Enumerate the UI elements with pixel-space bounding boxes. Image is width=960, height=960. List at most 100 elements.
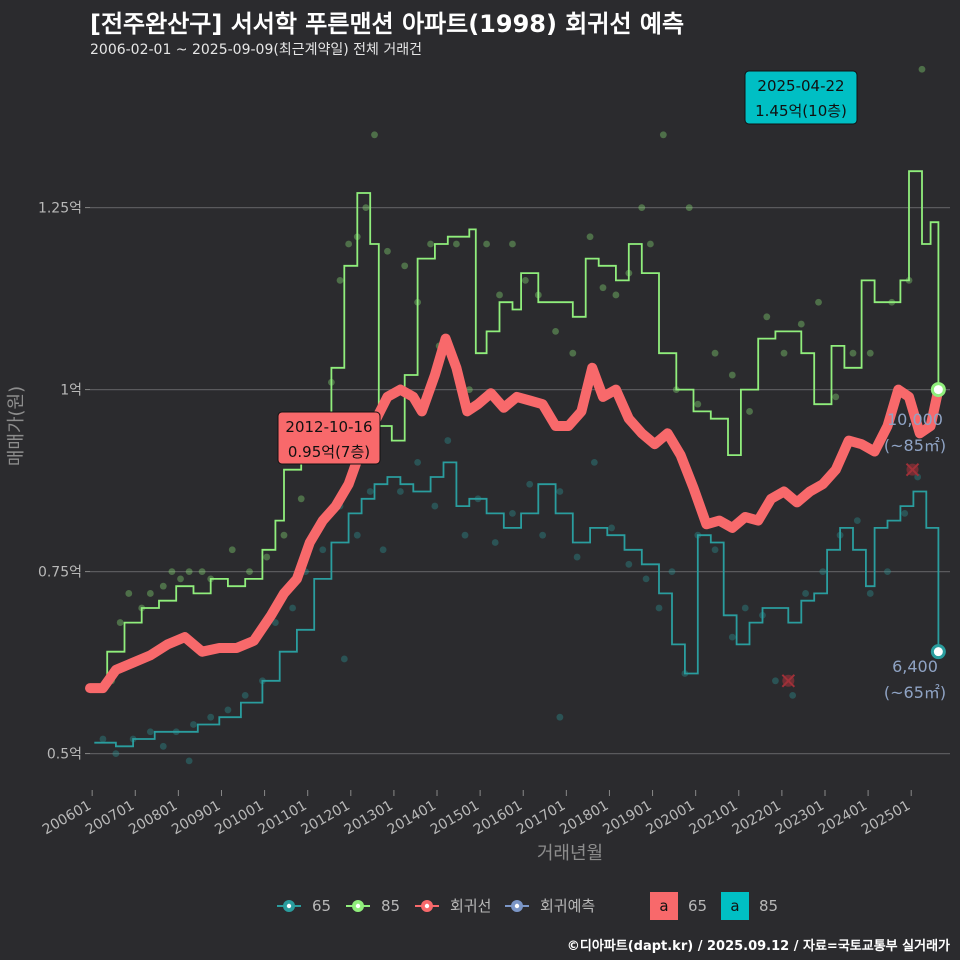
scatter-point-65 xyxy=(819,568,827,575)
x-tick-label: 202201 xyxy=(730,798,784,839)
scatter-point-65 xyxy=(625,560,633,568)
x-tick-label: 201401 xyxy=(385,798,439,839)
scatter-point-65 xyxy=(271,619,279,626)
scatter-point-85 xyxy=(280,531,288,539)
scatter-point-85 xyxy=(177,575,184,583)
end-point-65 xyxy=(930,644,946,660)
x-tick-label: 202301 xyxy=(773,798,827,839)
scatter-point-85 xyxy=(453,240,460,248)
scatter-point-85 xyxy=(465,386,473,393)
scatter-point-85 xyxy=(659,131,667,139)
scatter-point-65 xyxy=(608,524,616,532)
legend-label-letter: a xyxy=(730,897,739,915)
scatter-point-85 xyxy=(797,320,805,328)
legend-item-s85: 85 xyxy=(346,897,400,915)
chart-title: [전주완산구] 서서학 푸른맨션 아파트(1998) 회귀선 예측 xyxy=(90,10,685,38)
y-tick-label: 0.75억 xyxy=(38,565,82,581)
scatter-point-65 xyxy=(353,531,361,539)
scatter-point-65 xyxy=(642,575,650,583)
regression-line xyxy=(85,333,944,694)
end-label-count: 6,400 xyxy=(892,657,938,676)
scatter-point-65 xyxy=(884,568,891,575)
legend-label-text: 85 xyxy=(759,897,778,915)
x-tick-label: 201201 xyxy=(299,798,353,839)
annotation-value: 1.45억(10층) xyxy=(755,102,847,120)
source-caption: ©디아파트(dapt.kr) / 2025.09.12 / 자료=국토교통부 실… xyxy=(566,939,950,954)
legend-dot-center xyxy=(514,903,520,909)
scatter-point-85 xyxy=(483,240,490,248)
scatter-point-85 xyxy=(552,327,559,335)
scatter-point-65 xyxy=(526,480,534,488)
outlier-marker xyxy=(905,462,920,477)
scatter-point-85 xyxy=(146,590,154,597)
y-tick-label: 1억 xyxy=(60,383,82,399)
scatter-point-85 xyxy=(125,590,133,597)
legend-label-letter: a xyxy=(659,897,668,915)
scatter-point-65 xyxy=(366,488,374,495)
x-tick-label: 200801 xyxy=(126,798,180,839)
legend-item-s65: 65 xyxy=(277,897,331,915)
scatter-point-65 xyxy=(491,539,499,546)
scatter-point-85 xyxy=(694,400,702,408)
legend-label-swatch xyxy=(650,892,678,920)
end-point-85 xyxy=(930,382,946,398)
scatter-point-85 xyxy=(198,568,206,575)
y-tick-label: 1.25억 xyxy=(38,201,82,217)
scatter-point-85 xyxy=(599,284,607,292)
legend-dot-center xyxy=(286,903,292,909)
scatter-point-65 xyxy=(668,568,676,575)
x-tick-label: 201301 xyxy=(342,798,396,839)
scatter-point-65 xyxy=(728,633,736,641)
scatter-point-85 xyxy=(918,65,926,73)
x-tick-label: 202001 xyxy=(643,798,697,839)
scatter-point-85 xyxy=(228,546,236,554)
scatter-point-65 xyxy=(99,735,107,743)
scatter-point-65 xyxy=(319,546,327,554)
x-tick-label: 200701 xyxy=(83,798,137,839)
x-tick-label: 201601 xyxy=(471,798,525,839)
scatter-point-65 xyxy=(556,488,564,495)
scatter-point-65 xyxy=(590,459,598,466)
scatter-point-65 xyxy=(379,546,387,554)
scatter-point-85 xyxy=(185,568,193,575)
series-line-85 xyxy=(94,170,940,689)
end-label-count: 10,000 xyxy=(887,410,943,429)
scatter-point-85 xyxy=(371,131,378,139)
scatter-point-85 xyxy=(496,291,503,299)
scatter-point-85 xyxy=(427,240,434,248)
scatter-point-85 xyxy=(815,298,822,306)
x-tick-label: 201901 xyxy=(600,798,654,839)
annotation-label: 2025-04-22 1.45억(10층) xyxy=(744,70,858,125)
scatter-point-65 xyxy=(289,604,297,612)
scatter-point-65 xyxy=(655,604,663,612)
x-tick-label: 200901 xyxy=(169,798,223,839)
scatter-point-65 xyxy=(711,546,719,554)
legend-label-swatch xyxy=(721,892,749,920)
scatter-point-65 xyxy=(185,757,193,765)
scatter-point-65 xyxy=(190,721,197,728)
scatter-point-85 xyxy=(521,277,529,284)
legend-label-text: 65 xyxy=(688,897,707,915)
scatter-point-85 xyxy=(586,233,594,241)
scatter-point-85 xyxy=(832,393,840,401)
scatter-point-65 xyxy=(414,459,422,466)
scatter-point-85 xyxy=(647,240,654,248)
legend-item-regression: 회귀선 xyxy=(415,897,491,915)
scatter-point-85 xyxy=(384,247,391,255)
y-tick-label: 0.5억 xyxy=(47,747,82,763)
scatter-point-85 xyxy=(849,349,857,357)
scatter-point-85 xyxy=(116,619,124,626)
y-axis-title: 매매가(원) xyxy=(6,386,27,466)
scatter-point-65 xyxy=(146,728,154,736)
x-tick-label: 201801 xyxy=(557,798,611,839)
scatter-point-85 xyxy=(612,291,620,299)
scatter-point-85 xyxy=(685,204,693,212)
legend-label: 65 xyxy=(312,897,331,915)
annotation-label: 2012-10-16 0.95억(7층) xyxy=(277,411,381,465)
series-line-65 xyxy=(94,461,940,748)
scatter-point-85 xyxy=(362,204,370,212)
scatter-point-65 xyxy=(772,677,779,685)
scatter-point-85 xyxy=(401,262,409,270)
end-label-area: (~65㎡) xyxy=(884,683,946,702)
